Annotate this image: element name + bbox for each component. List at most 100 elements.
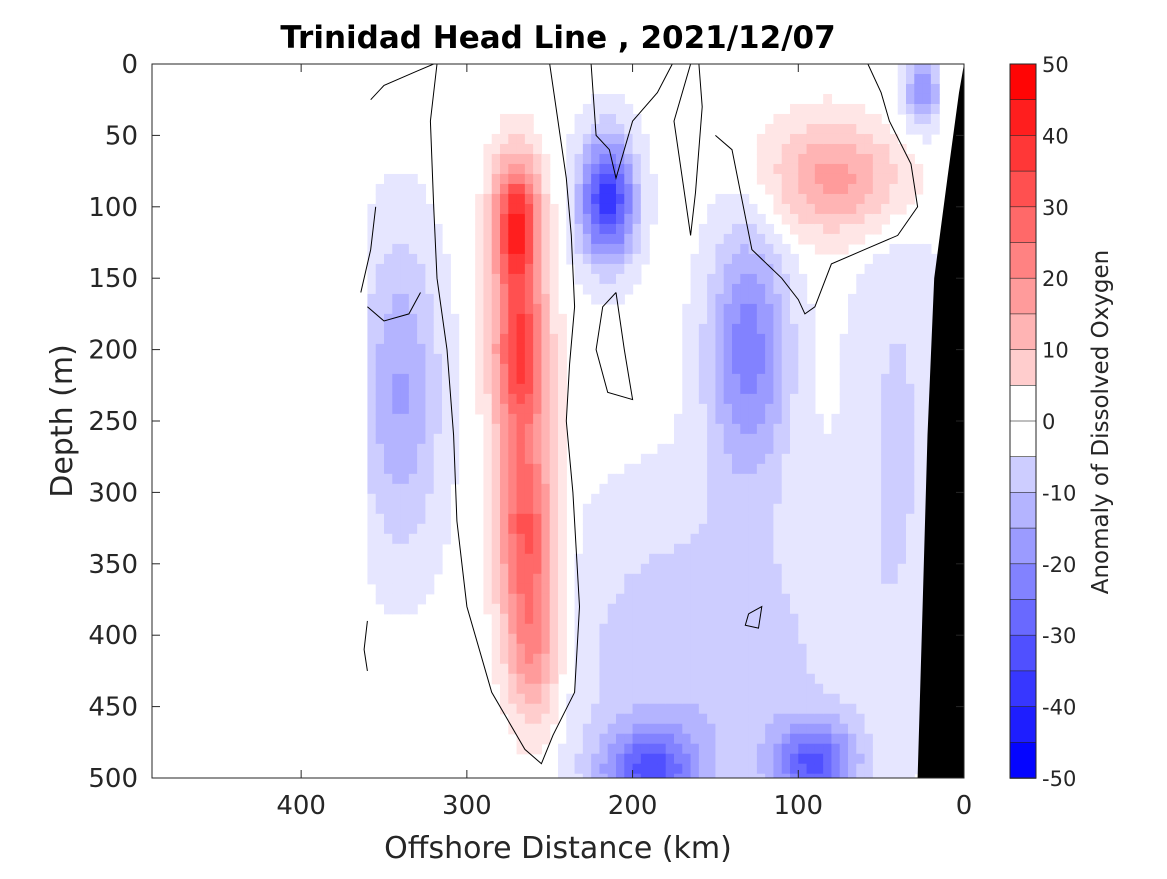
field-cell [549,453,559,465]
field-cell [906,273,915,285]
field-cell [392,543,402,555]
field-cell [500,463,509,475]
field-cell [607,523,617,535]
field-cell [889,373,899,385]
field-cell [607,293,617,305]
field-cell [872,143,882,155]
field-cell [748,263,758,275]
field-cell [616,223,625,235]
field-cell [740,233,750,245]
field-cell [408,193,418,205]
field-cell [698,343,708,355]
field-cell [408,413,418,425]
field-cell [491,603,501,615]
field-cell [922,343,932,355]
field-cell [848,113,857,125]
field-cell [831,533,841,545]
field-cell [392,203,402,215]
field-cell [442,473,451,485]
field-cell [508,353,518,365]
field-cell [690,523,700,535]
y-tick-label: 200 [88,336,138,366]
field-cell [806,563,816,575]
field-cell [433,433,443,445]
field-cell [483,473,493,485]
field-cell [558,653,567,665]
field-cell [748,243,758,255]
field-cell [582,523,592,535]
field-cell [930,103,940,115]
field-cell [906,393,915,405]
field-cell [541,683,551,695]
field-cell [491,623,501,635]
field-cell [533,483,543,495]
field-cell [674,443,683,455]
field-cell [889,573,899,585]
field-cell [433,233,443,245]
field-cell [732,713,741,725]
field-cell [450,393,460,405]
field-cell [524,523,534,535]
field-cell [408,543,418,555]
field-cell [897,253,907,265]
field-cell [524,633,534,645]
field-cell [773,673,783,685]
field-cell [533,493,543,505]
field-cell [872,193,882,205]
field-cell [375,383,385,395]
field-cell [881,363,891,375]
field-cell [549,263,559,275]
field-cell [732,373,741,385]
field-cell [582,743,592,755]
field-cell [732,593,741,605]
field-cell [549,513,559,525]
field-cell [740,743,750,755]
field-cell [690,373,700,385]
field-cell [732,723,741,735]
field-cell [831,623,841,635]
field-cell [906,303,915,315]
field-cell [707,713,717,725]
field-cell [624,223,634,235]
field-cell [707,673,717,685]
field-cell [798,133,808,145]
field-cell [732,573,741,585]
field-cell [417,323,427,335]
field-cell [889,693,899,705]
field-cell [417,243,427,255]
field-cell [864,293,874,305]
field-cell [491,483,501,495]
field-cell [624,553,634,565]
field-cell [533,293,543,305]
field-cell [558,363,567,375]
field-cell [508,613,518,625]
field-cell [765,153,775,165]
field-cell [856,703,866,715]
field-cell [881,293,891,305]
field-cell [889,603,899,615]
field-cell [906,123,915,135]
field-cell [400,533,410,545]
field-cell [607,583,617,595]
field-cell [392,213,402,225]
field-cell [558,573,567,585]
field-cell [665,773,675,778]
field-cell [831,203,841,215]
field-cell [806,423,816,435]
field-cell [400,243,410,255]
field-cell [748,773,758,778]
field-cell [375,253,385,265]
field-cell [723,203,733,215]
field-cell [864,343,874,355]
field-cell [483,173,493,185]
field-cell [723,433,733,445]
field-cell [839,203,849,215]
field-cell [872,253,882,265]
field-cell [723,513,733,525]
field-cell [665,573,675,585]
field-cell [872,753,882,765]
field-cell [417,473,427,485]
field-cell [408,573,418,585]
field-cell [823,703,833,715]
field-cell [400,213,410,225]
